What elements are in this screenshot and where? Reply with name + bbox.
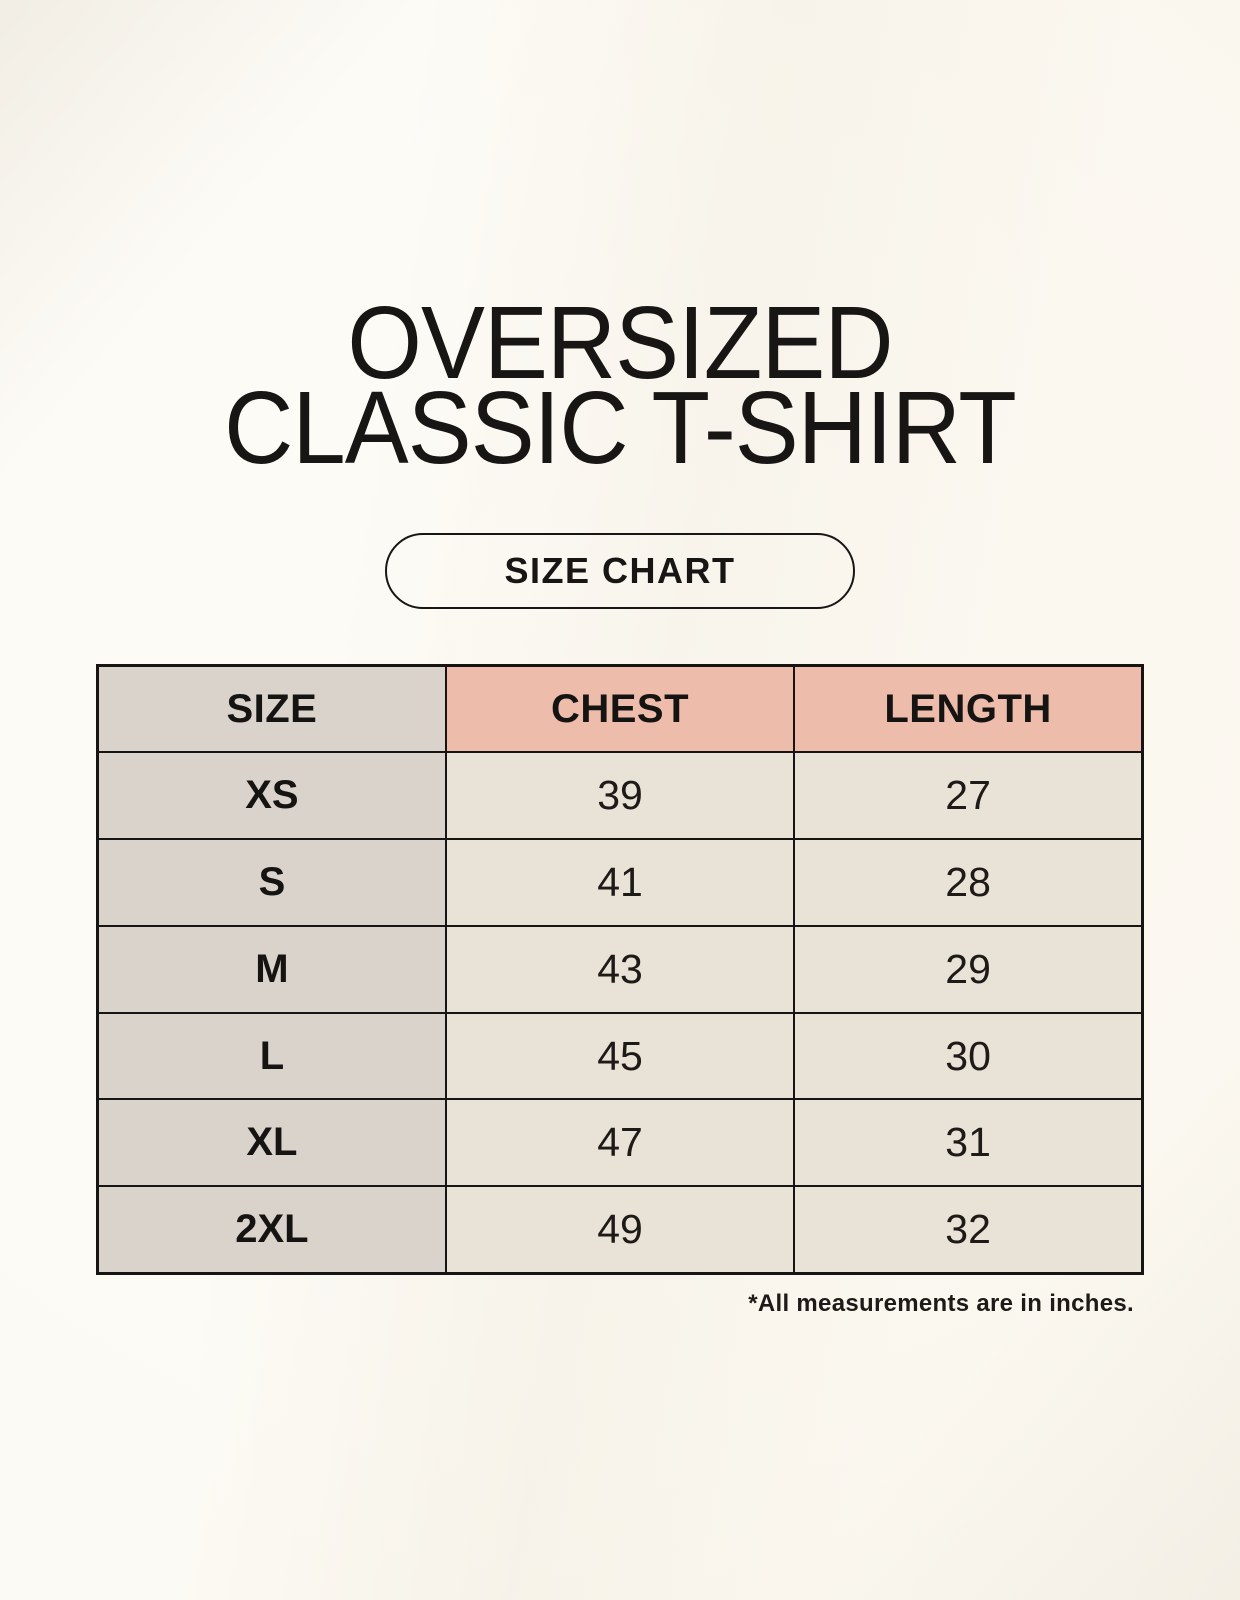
cell-length: 28 bbox=[793, 838, 1144, 927]
cell-chest: 41 bbox=[444, 838, 796, 927]
cell-chest: 39 bbox=[444, 751, 796, 841]
header-cell-chest: CHEST bbox=[444, 664, 796, 754]
cell-chest: 45 bbox=[444, 1011, 796, 1101]
cell-chest: 43 bbox=[444, 924, 796, 1014]
table-row-xs: XS 39 27 bbox=[96, 751, 1144, 841]
cell-size: S bbox=[96, 838, 447, 927]
cell-length: 29 bbox=[793, 924, 1144, 1014]
product-title: OVERSIZED CLASSIC T-SHIRT bbox=[0, 0, 1240, 485]
table-row-s: S 41 28 bbox=[96, 838, 1144, 927]
table-header-row: SIZE CHEST LENGTH bbox=[96, 664, 1144, 754]
table-row-m: M 43 29 bbox=[96, 924, 1144, 1014]
cell-length: 27 bbox=[793, 751, 1144, 841]
cell-chest: 49 bbox=[444, 1185, 796, 1275]
measurements-footnote: *All measurements are in inches. bbox=[748, 1289, 1134, 1317]
cell-chest: 47 bbox=[444, 1098, 796, 1188]
cell-size: 2XL bbox=[96, 1185, 447, 1275]
size-chart-table: SIZE CHEST LENGTH XS 39 27 S 41 28 M bbox=[96, 664, 1144, 1275]
cell-size: M bbox=[96, 924, 447, 1014]
header-cell-size: SIZE bbox=[96, 664, 447, 754]
cell-length: 31 bbox=[793, 1098, 1144, 1188]
size-chart-badge-label: SIZE CHART bbox=[504, 550, 736, 591]
cell-length: 32 bbox=[793, 1185, 1144, 1275]
header-cell-length: LENGTH bbox=[793, 664, 1144, 754]
product-title-line-2: CLASSIC T-SHIRT bbox=[224, 370, 1017, 485]
cell-length: 30 bbox=[793, 1011, 1144, 1101]
table-row-xl: XL 47 31 bbox=[96, 1098, 1144, 1188]
cell-size: XS bbox=[96, 751, 447, 841]
product-title-line-1: OVERSIZED bbox=[347, 285, 893, 400]
cell-size: L bbox=[96, 1011, 447, 1101]
size-chart-badge[interactable]: SIZE CHART bbox=[385, 533, 855, 609]
table-row-2xl: 2XL 49 32 bbox=[96, 1185, 1144, 1275]
badge-container: SIZE CHART bbox=[0, 533, 1240, 609]
cell-size: XL bbox=[96, 1098, 447, 1188]
table-row-l: L 45 30 bbox=[96, 1011, 1144, 1101]
